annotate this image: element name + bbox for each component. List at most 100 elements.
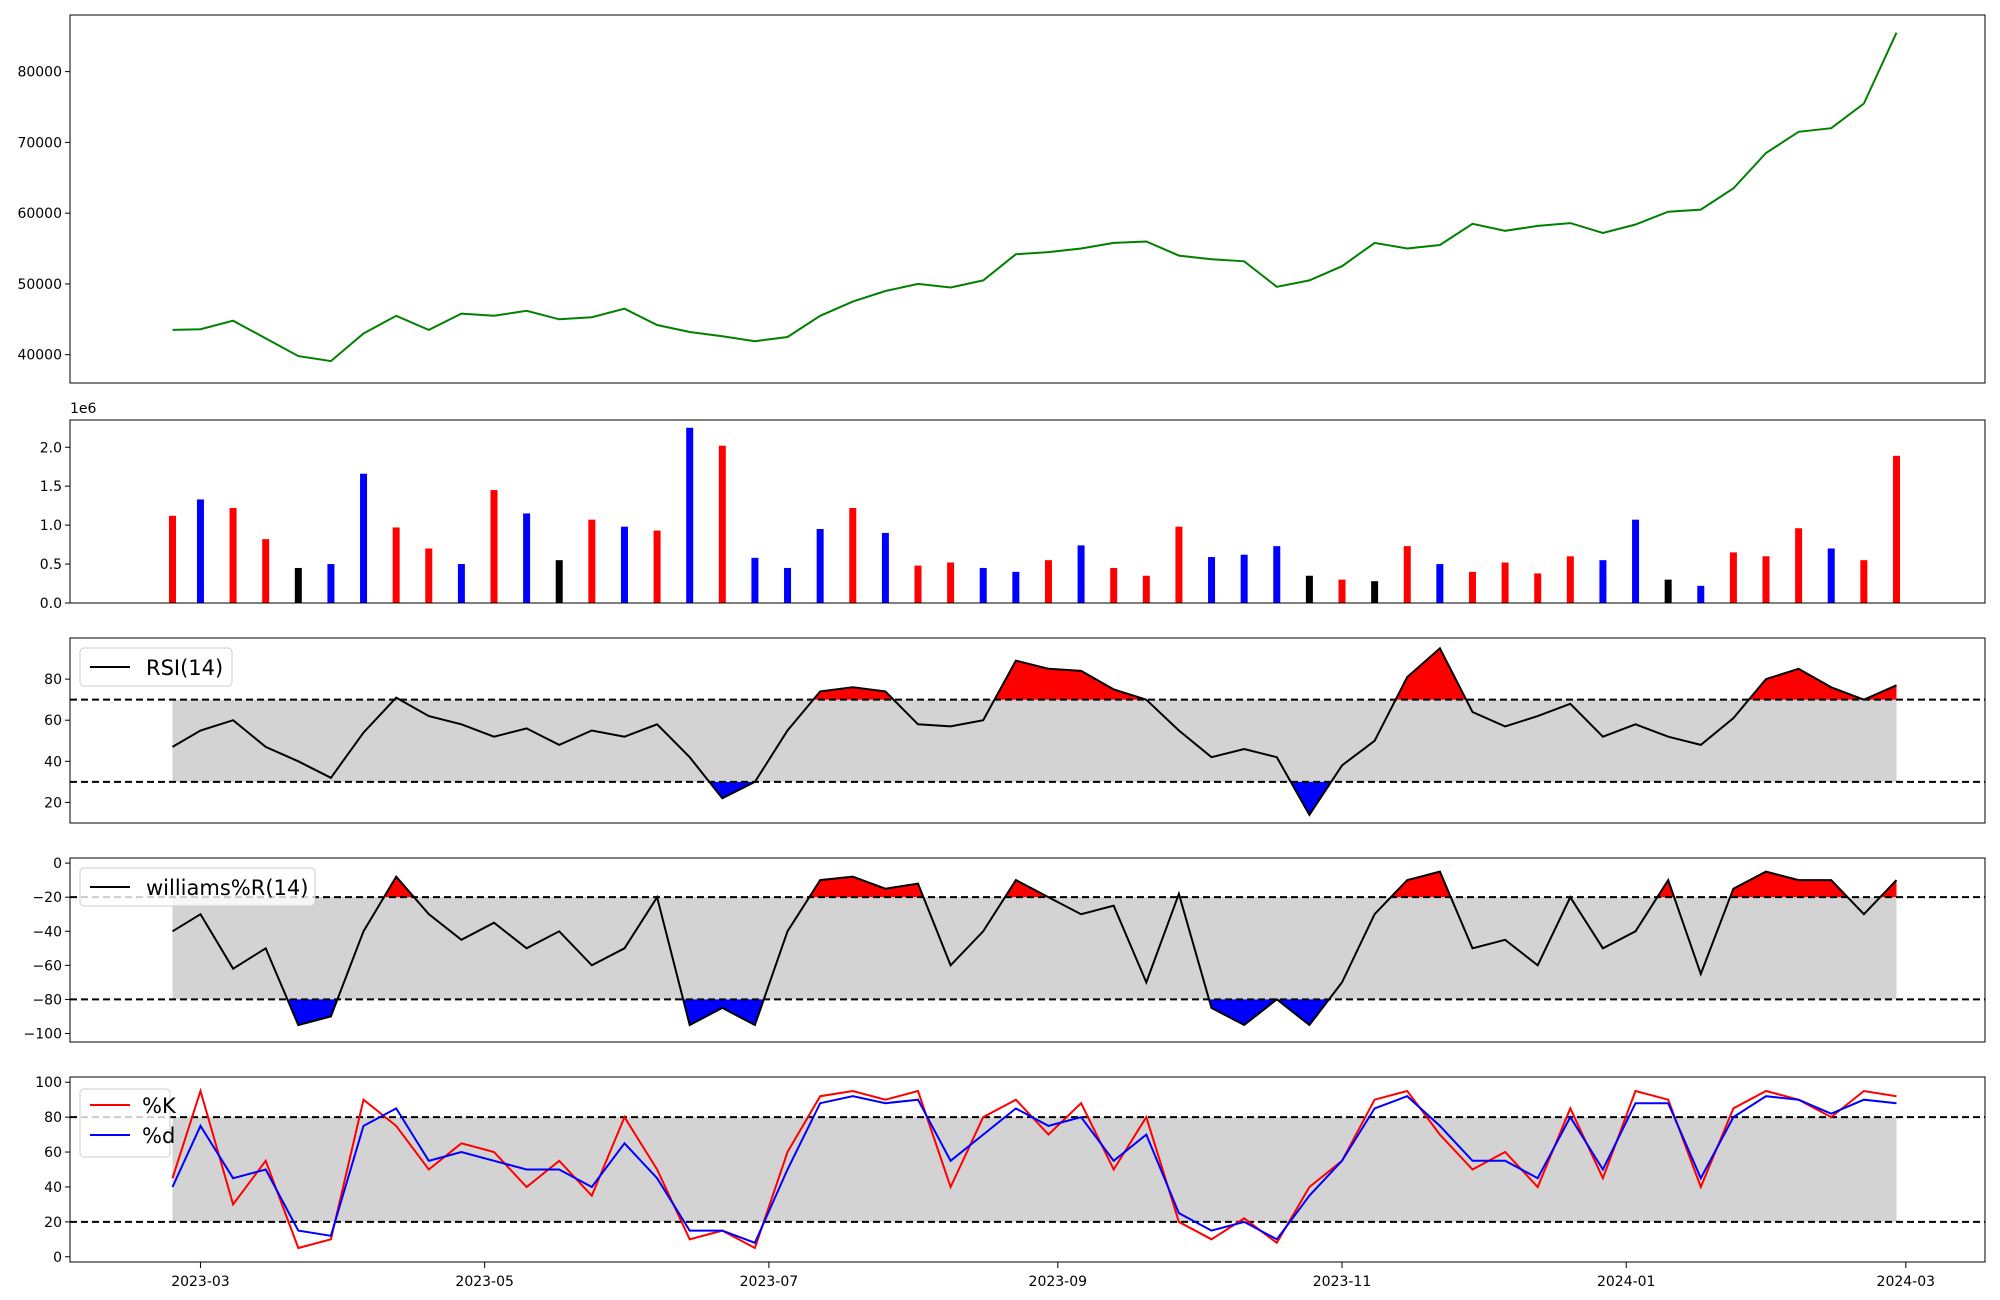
volume-bar [169, 515, 177, 603]
volume-bar [1077, 545, 1085, 603]
volume-bar [947, 562, 955, 603]
x-tick-label: 2023-07 [740, 1274, 799, 1290]
y-tick-label: 40 [44, 1180, 62, 1196]
volume-bar [1664, 579, 1672, 603]
volume-bar [360, 473, 368, 603]
volume-bar [914, 565, 922, 603]
volume-bar [1729, 552, 1737, 603]
y-tick-label: 0 [53, 1250, 62, 1266]
volume-bar [1762, 556, 1770, 603]
y-tick-label: 60 [44, 1145, 62, 1161]
volume-bar [425, 548, 433, 603]
volume-bar [1012, 571, 1020, 603]
volume-bar [1110, 567, 1118, 603]
williams-panel: 0 −20 −40 −60 −80 −100 williams%R(14) [24, 856, 1986, 1043]
y-tick-label: 0.0 [40, 596, 62, 612]
x-axis: 2023-03 2023-05 2023-07 2023-09 2023-11 2024-… [171, 1262, 1935, 1290]
volume-bar [327, 564, 335, 603]
volume-bar [1795, 528, 1803, 603]
legend-box [79, 867, 316, 907]
y-tick-label: 0 [53, 856, 62, 872]
volume-bar [1273, 546, 1281, 603]
y-tick-label: −40 [32, 924, 62, 940]
legend-label: %d [142, 1124, 175, 1148]
volume-bar [1142, 575, 1150, 603]
y-tick-label: −100 [24, 1026, 62, 1042]
volume-bar [751, 557, 759, 603]
y-tick-label: 80000 [17, 65, 62, 81]
volume-bar [1044, 560, 1052, 603]
legend: RSI(14) [79, 647, 233, 687]
volume-bar [718, 445, 726, 603]
volume-bar [1371, 581, 1379, 603]
volume-panel: 0.0 0.5 1.0 1.5 2.0 1e6 [40, 401, 1986, 612]
volume-bar [1632, 519, 1640, 603]
indicator-line [171, 870, 1898, 1027]
volume-bar [784, 567, 792, 603]
volume-bar [1436, 564, 1444, 603]
volume-bar [229, 507, 237, 603]
volume-bar [1338, 579, 1346, 603]
overbought-fill [383, 871, 1897, 898]
volume-bar [1827, 548, 1835, 603]
x-tick-label: 2023-11 [1313, 1274, 1372, 1290]
plot-frame [69, 1076, 1986, 1263]
y-tick-label: 20 [44, 1215, 62, 1231]
y-tick-label: 20 [44, 795, 62, 811]
oversold-fill [287, 999, 1329, 1025]
plot-frame [69, 857, 1986, 1043]
volume-bar [1468, 571, 1476, 603]
volume-bar [620, 526, 628, 603]
y-tick-label: 40 [44, 754, 62, 770]
y-tick-label: 1.0 [40, 518, 62, 534]
plot-frame [69, 637, 1986, 824]
y-tick-label: −20 [32, 890, 62, 906]
y-offset-label: 1e6 [70, 401, 97, 417]
neutral-band [172, 699, 1897, 782]
legend-box [79, 647, 233, 687]
indicator-line [171, 646, 1897, 817]
y-tick-label: 100 [35, 1075, 62, 1091]
volume-bar [1599, 560, 1607, 603]
y-tick-label: −80 [32, 992, 62, 1008]
y-tick-label: 0.5 [40, 557, 62, 573]
volume-bar [523, 513, 531, 603]
series-line [171, 1095, 1897, 1245]
x-tick-label: 2024-03 [1877, 1274, 1936, 1290]
stochastic-panel: 0 20 40 60 80 100 %K %d [35, 1075, 1986, 1266]
volume-bar [881, 532, 889, 603]
oversold-fill [709, 781, 1332, 815]
y-tick-label: 70000 [17, 135, 62, 151]
plot-frame [69, 14, 1986, 384]
volume-bar [1892, 455, 1900, 603]
volume-bar [1403, 546, 1411, 603]
price-panel: 40000 50000 60000 70000 80000 [17, 14, 1986, 384]
volume-bar [1175, 526, 1183, 603]
volume-bar [490, 490, 498, 603]
overbought-fill [394, 648, 1897, 700]
y-tick-label: −60 [32, 958, 62, 974]
y-tick-label: 80 [44, 1110, 62, 1126]
volume-bar [196, 499, 204, 603]
x-tick-label: 2023-09 [1029, 1274, 1088, 1290]
legend: %K %d [79, 1088, 177, 1158]
volume-bar [1697, 585, 1705, 603]
price-line [172, 32, 1898, 363]
volume-bar [849, 507, 857, 603]
legend-label: %K [142, 1094, 177, 1118]
volume-bar [262, 539, 270, 603]
legend: williams%R(14) [79, 867, 316, 907]
y-tick-label: 50000 [17, 277, 62, 293]
volume-bar [686, 427, 694, 603]
volume-bar [457, 564, 465, 603]
volume-bar [588, 519, 596, 603]
volume-bar [653, 530, 661, 603]
volume-bar [1534, 573, 1542, 603]
volume-bar [979, 567, 987, 603]
volume-bar [1240, 554, 1248, 603]
plot-frame [69, 419, 1986, 604]
x-tick-label: 2024-01 [1597, 1274, 1656, 1290]
volume-bar [1208, 557, 1216, 603]
y-tick-label: 60 [44, 713, 62, 729]
